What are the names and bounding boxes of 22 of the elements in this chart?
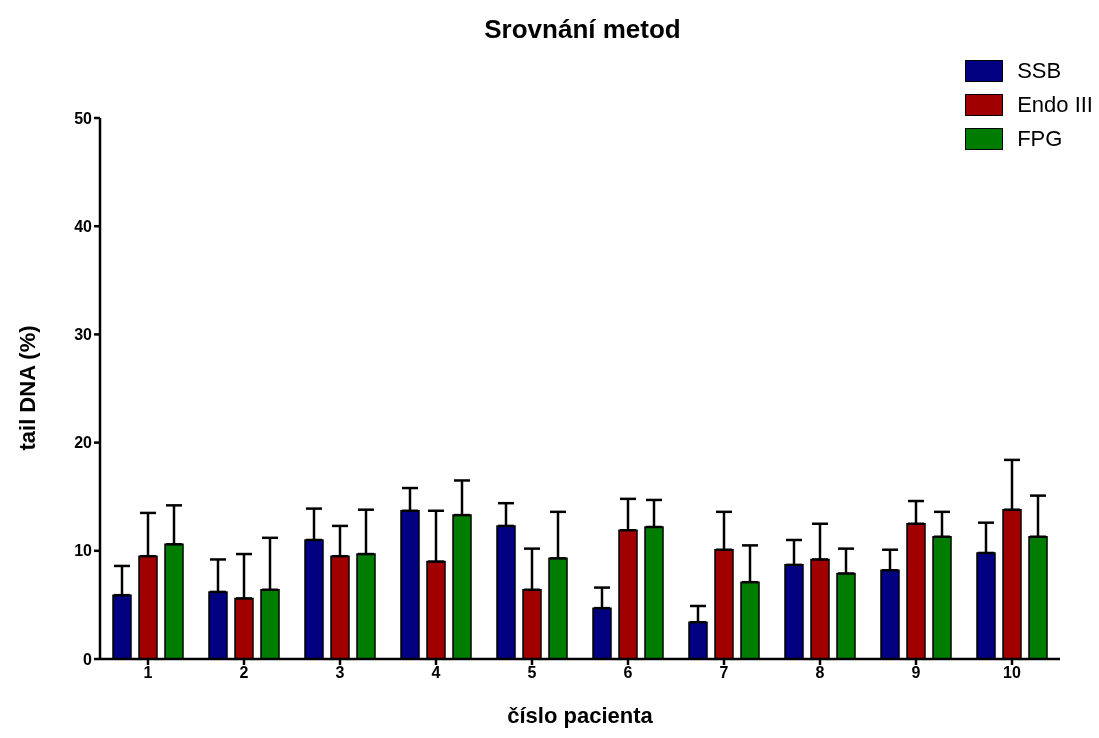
x-tick-label: 1 bbox=[143, 664, 153, 682]
y-tick-label: 10 bbox=[74, 542, 93, 560]
x-tick-label: 2 bbox=[239, 664, 249, 682]
x-tick-label: 5 bbox=[527, 664, 537, 682]
y-tick-label: 20 bbox=[74, 434, 93, 452]
x-tick-label: 7 bbox=[719, 664, 729, 682]
x-tick-label: 3 bbox=[335, 664, 345, 682]
x-tick-label: 9 bbox=[911, 664, 921, 682]
x-tick-label: 6 bbox=[623, 664, 633, 682]
x-axis-title: číslo pacienta bbox=[506, 703, 654, 729]
x-tick-label: 8 bbox=[815, 664, 825, 682]
y-tick-label: 40 bbox=[74, 217, 93, 235]
legend-label: FPG bbox=[1017, 126, 1063, 152]
x-tick-label: 4 bbox=[431, 664, 441, 682]
y-tick-label: 30 bbox=[74, 326, 93, 344]
y-tick-label: 0 bbox=[83, 650, 93, 668]
y-tick-label: 50 bbox=[74, 109, 93, 127]
legend-label: SSB bbox=[1017, 58, 1062, 84]
y-axis-title: tail DNA (%) bbox=[15, 325, 41, 451]
x-tick-label: 10 bbox=[1003, 664, 1021, 682]
legend-label: Endo III bbox=[1017, 92, 1093, 118]
chart-title: Srovnání metod bbox=[483, 14, 682, 45]
